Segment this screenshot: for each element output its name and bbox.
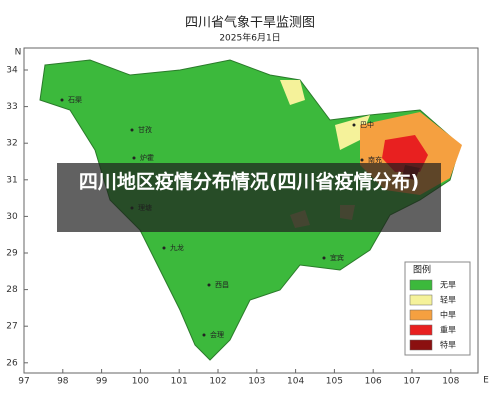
lat-tick-label: 31 — [6, 175, 17, 185]
legend-label: 无旱 — [440, 281, 456, 290]
lon-label: E — [483, 376, 489, 386]
lat-tick-label: 32 — [6, 139, 17, 149]
legend-box — [404, 261, 471, 356]
lon-tick-label: 97 — [18, 377, 29, 387]
legend-swatch — [409, 309, 433, 321]
place-dot — [202, 333, 206, 337]
place-dot — [162, 246, 166, 250]
lat-label: N — [15, 48, 22, 58]
lon-tick-label: 99 — [96, 377, 108, 387]
legend-swatch — [409, 324, 433, 336]
lon-tick-label: 105 — [326, 377, 343, 387]
title: 四川省气象干旱监测图 — [185, 15, 315, 31]
lat-tick-label: 30 — [6, 212, 18, 222]
lon-tick-label: 107 — [403, 377, 420, 387]
lat-tick-label: 27 — [6, 322, 17, 332]
lat-tick-label: 34 — [6, 66, 18, 76]
legend-label: 中旱 — [440, 310, 456, 320]
lon-tick-label: 103 — [248, 377, 265, 387]
place-dot — [132, 156, 136, 160]
legend-swatch — [409, 294, 433, 306]
lon-tick-label: 108 — [442, 377, 459, 387]
legend-label: 特旱 — [440, 340, 456, 350]
lon-tick-label: 106 — [365, 377, 382, 387]
legend-swatch — [409, 339, 433, 351]
place-dot — [130, 128, 134, 132]
place-label: 西昌 — [215, 281, 229, 289]
place-dot — [352, 123, 356, 127]
banner: 四川地区疫情分布情况(四川省疫情分布) — [57, 163, 441, 232]
severe-drought-area — [382, 135, 428, 172]
place-dot — [360, 158, 364, 162]
place-dot — [207, 283, 211, 287]
lat-tick-label: 28 — [6, 285, 18, 295]
lat-tick-label: 33 — [6, 102, 17, 112]
place-label: 炉霍 — [140, 153, 154, 162]
place-dot — [60, 98, 64, 102]
place-label: 甘孜 — [138, 125, 152, 134]
place-label: 会理 — [210, 330, 224, 339]
light-drought-area — [280, 80, 305, 105]
lon-tick-label: 98 — [57, 377, 69, 387]
place-label: 石渠 — [68, 95, 82, 104]
place-label: 宜宾 — [330, 253, 344, 262]
lon-tick-label: 104 — [287, 377, 304, 387]
lat-tick-label: 26 — [6, 358, 18, 368]
date: 2025年6月1日 — [219, 32, 280, 44]
legend-title: 图例 — [413, 264, 431, 276]
legend-swatch — [409, 279, 433, 291]
place-label: 南充 — [368, 155, 382, 164]
lat-tick-label: 29 — [6, 249, 18, 259]
place-label: 巴中 — [360, 120, 374, 129]
place-label: 九龙 — [170, 243, 184, 252]
lon-tick-label: 101 — [171, 377, 188, 387]
lon-tick-label: 102 — [209, 377, 226, 387]
legend-label: 重旱 — [440, 325, 456, 335]
place-dot — [322, 256, 326, 260]
lon-tick-label: 100 — [132, 377, 149, 387]
light-drought-area — [335, 115, 370, 150]
legend-label: 轻旱 — [440, 295, 456, 305]
